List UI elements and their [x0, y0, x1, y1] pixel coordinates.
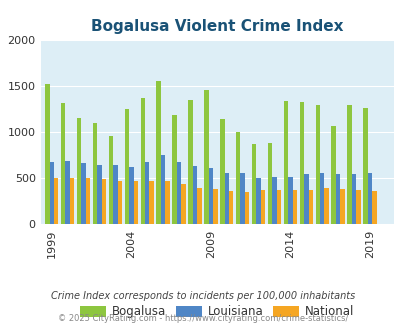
Bar — [288, 177, 292, 224]
Bar — [45, 84, 49, 224]
Bar — [176, 162, 181, 224]
Bar — [165, 182, 169, 224]
Bar — [172, 115, 176, 224]
Legend: Bogalusa, Louisiana, National: Bogalusa, Louisiana, National — [75, 301, 358, 323]
Bar — [204, 90, 208, 224]
Bar — [292, 190, 296, 224]
Bar — [113, 165, 117, 224]
Bar — [149, 181, 153, 224]
Bar — [324, 188, 328, 224]
Bar — [347, 105, 351, 224]
Bar — [197, 188, 201, 224]
Bar — [351, 174, 356, 224]
Bar — [251, 144, 256, 224]
Bar — [235, 132, 240, 224]
Title: Bogalusa Violent Crime Index: Bogalusa Violent Crime Index — [91, 19, 343, 34]
Bar — [244, 192, 249, 224]
Bar — [303, 174, 308, 224]
Bar — [117, 181, 122, 224]
Bar — [65, 161, 70, 224]
Bar — [124, 109, 129, 224]
Bar — [101, 179, 106, 224]
Bar — [188, 100, 192, 224]
Bar — [140, 98, 145, 224]
Bar — [256, 178, 260, 224]
Bar — [272, 177, 276, 224]
Bar — [367, 173, 371, 224]
Bar — [335, 174, 339, 224]
Bar — [371, 191, 376, 224]
Bar — [97, 165, 101, 224]
Bar — [362, 108, 367, 224]
Bar — [319, 173, 324, 224]
Bar — [224, 173, 228, 224]
Bar — [129, 167, 133, 224]
Bar — [213, 189, 217, 224]
Bar — [109, 136, 113, 224]
Bar — [339, 189, 344, 224]
Bar — [356, 190, 360, 224]
Bar — [267, 143, 272, 224]
Text: © 2025 CityRating.com - https://www.cityrating.com/crime-statistics/: © 2025 CityRating.com - https://www.city… — [58, 314, 347, 323]
Bar — [330, 126, 335, 224]
Bar — [49, 162, 54, 224]
Bar — [85, 178, 90, 224]
Bar — [145, 162, 149, 224]
Bar — [61, 103, 65, 224]
Bar — [181, 184, 185, 224]
Bar — [260, 190, 264, 224]
Bar — [133, 182, 138, 224]
Text: Crime Index corresponds to incidents per 100,000 inhabitants: Crime Index corresponds to incidents per… — [51, 291, 354, 301]
Bar — [283, 101, 288, 224]
Bar — [70, 178, 74, 224]
Bar — [299, 102, 303, 224]
Bar — [240, 173, 244, 224]
Bar — [220, 119, 224, 224]
Bar — [315, 105, 319, 224]
Bar — [81, 163, 85, 224]
Bar — [77, 118, 81, 224]
Bar — [208, 168, 213, 224]
Bar — [54, 178, 58, 224]
Bar — [192, 166, 197, 224]
Bar — [93, 123, 97, 224]
Bar — [156, 81, 160, 224]
Bar — [228, 191, 233, 224]
Bar — [160, 155, 165, 224]
Bar — [276, 190, 281, 224]
Bar — [308, 190, 312, 224]
